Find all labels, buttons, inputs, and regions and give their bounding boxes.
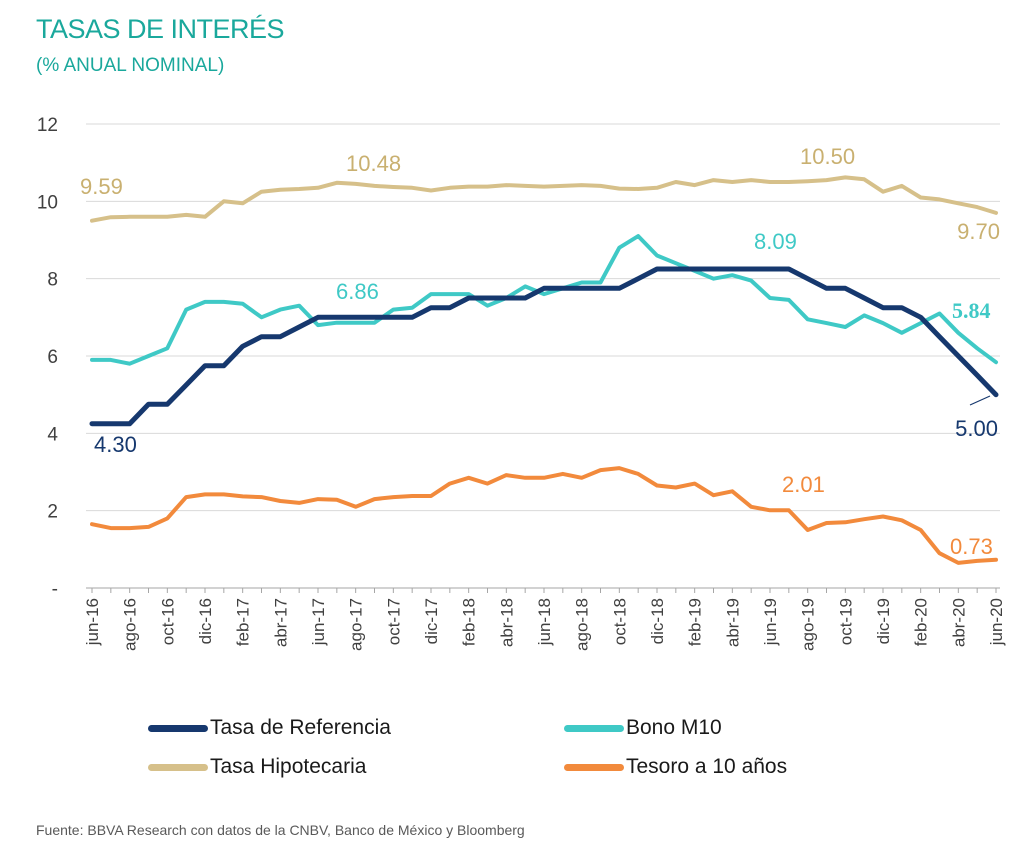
series-line-0: [89, 266, 999, 427]
source-note: Fuente: BBVA Research con datos de la CN…: [36, 822, 525, 838]
x-tick-label: jun-19: [761, 598, 780, 646]
x-tick-label: ago-18: [573, 598, 592, 651]
x-tick-label: jun-17: [309, 598, 328, 646]
data-label: 10.50: [800, 144, 855, 169]
data-label: 8.09: [754, 229, 797, 254]
y-tick-label: 8: [47, 270, 58, 291]
data-label: 2.01: [782, 472, 825, 497]
x-tick-label: feb-20: [912, 598, 931, 646]
series-line-2: [90, 175, 998, 223]
x-tick-label: ago-16: [121, 598, 140, 651]
x-tick-label: abr-20: [949, 598, 968, 647]
series-line-1: [90, 234, 998, 366]
data-label: 9.59: [80, 174, 123, 199]
y-tick-label: 4: [47, 424, 58, 445]
x-tick-label: jun-18: [535, 598, 554, 646]
y-axis-ticks: - 2 4 6 8 10 12: [37, 115, 59, 600]
data-label: 0.73: [950, 534, 993, 559]
x-tick-label: feb-17: [234, 598, 253, 646]
chart-subtitle: (% ANUAL NOMINAL): [36, 55, 225, 76]
data-label: 5.00: [955, 416, 998, 441]
y-tick-label: 12: [37, 115, 58, 136]
x-tick-label: abr-19: [723, 598, 742, 647]
y-tick-label: -: [52, 579, 58, 600]
series-line-3: [90, 466, 998, 565]
data-label: 5.84: [952, 298, 991, 323]
x-tick-label: oct-16: [158, 598, 177, 645]
x-tick-label: oct-19: [836, 598, 855, 645]
x-tick-label: dic-16: [196, 598, 215, 644]
data-label: 6.86: [336, 279, 379, 304]
data-label: 10.48: [346, 151, 401, 176]
x-tick-label: ago-17: [347, 598, 366, 651]
data-label: 4.30: [94, 432, 137, 457]
y-tick-label: 6: [47, 347, 58, 368]
data-labels: 4.30 5.00 6.86 8.09 5.84 9.59 10.48 10.50 9.70 2.…: [80, 144, 1000, 559]
x-tick-label: jun-20: [987, 598, 1006, 646]
x-tick-label: dic-19: [874, 598, 893, 644]
x-axis: jun-16 ago-16 oct-16 dic-16 feb-17 abr-17 jun-…: [83, 587, 1006, 651]
x-tick-label: feb-19: [686, 598, 705, 646]
x-tick-label: abr-17: [271, 598, 290, 647]
x-tick-label: feb-18: [460, 598, 479, 646]
y-tick-label: 2: [47, 502, 58, 523]
x-tick-label: dic-17: [422, 598, 441, 644]
x-tick-label: jun-16: [83, 598, 102, 646]
x-tick-label: abr-18: [497, 598, 516, 647]
leader-line: [969, 395, 991, 406]
y-tick-label: 10: [37, 192, 58, 213]
x-tick-label: oct-18: [610, 598, 629, 645]
x-tick-label: oct-17: [384, 598, 403, 645]
chart-title: TASAS DE INTERÉS: [36, 14, 285, 44]
data-label: 9.70: [957, 219, 1000, 244]
series-lines: [89, 175, 999, 565]
x-tick-label: dic-18: [648, 598, 667, 644]
x-tick-label: ago-19: [799, 598, 818, 651]
